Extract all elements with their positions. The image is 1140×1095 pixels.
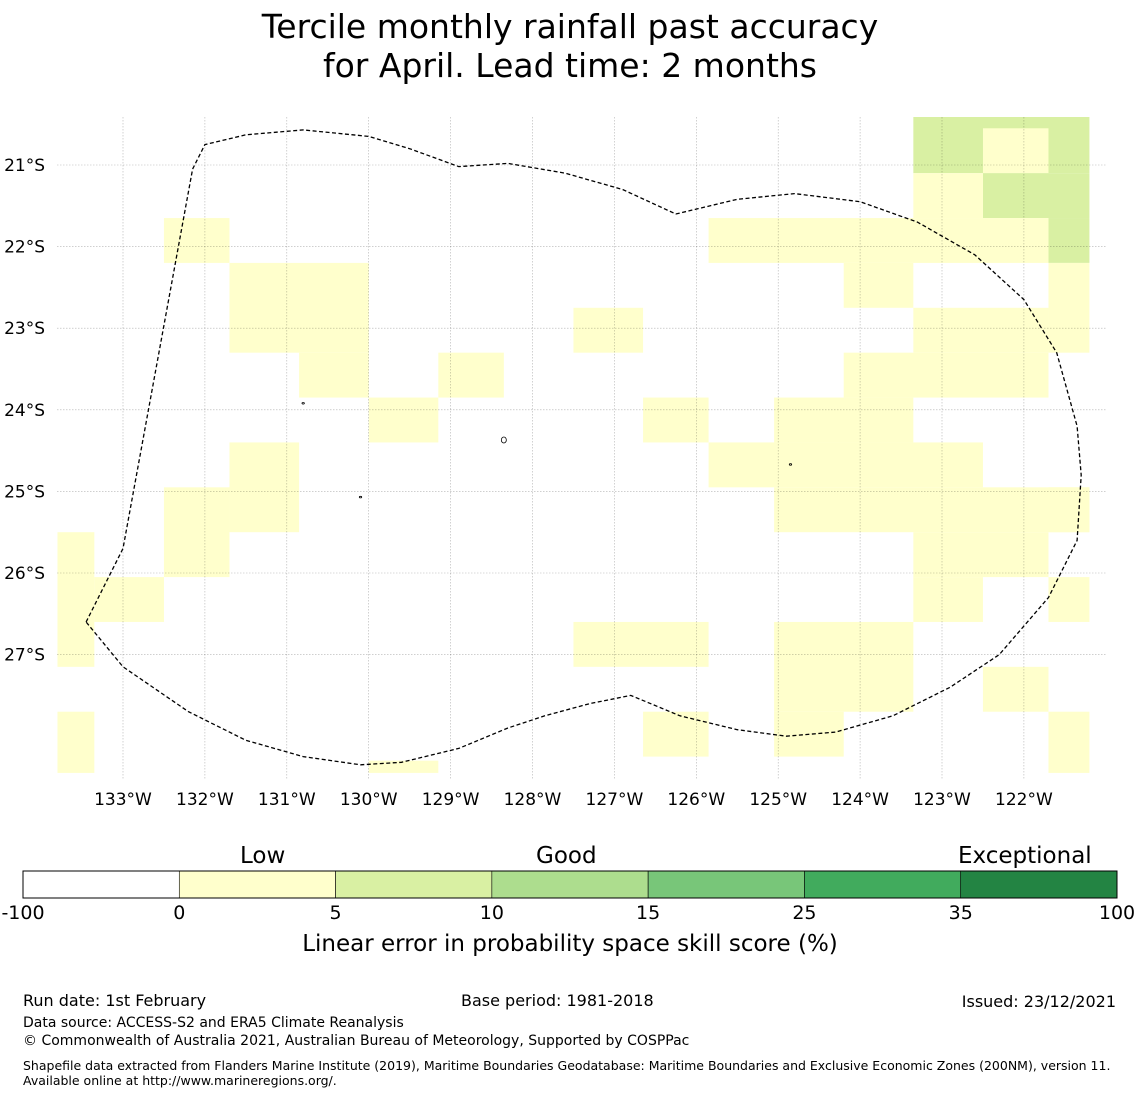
x-tick-label-10: 123°W (913, 790, 971, 810)
heatmap-cell-18 (982, 666, 1049, 712)
heatmap-cell-5 (708, 218, 1049, 263)
y-tick-label-2: 23°S (4, 319, 45, 339)
colorbar-tick-6: 35 (948, 902, 973, 924)
heatmap-cell-17 (774, 621, 914, 712)
y-tick-label-0: 21°S (4, 156, 45, 176)
colorbar-tick-0: -100 (1, 902, 45, 924)
issued-date: Issued: 23/12/2021 (961, 992, 1116, 1011)
x-tick-label-9: 124°W (831, 790, 889, 810)
x-tick-label-11: 122°W (995, 790, 1053, 810)
heatmap-cell-33 (94, 577, 164, 622)
heatmap-cell-34 (57, 711, 95, 773)
heatmap-cell-35 (368, 760, 439, 773)
heatmap-cells (57, 117, 1090, 773)
colorbar-segment-2 (335, 870, 493, 899)
heatmap-cell-7 (1048, 262, 1090, 353)
x-tick-label-0: 133°W (94, 790, 152, 810)
run-date: Run date: 1st February (23, 991, 207, 1010)
heatmap-cell-31 (163, 487, 230, 578)
heatmap-cell-6 (843, 262, 914, 308)
x-tick-label-4: 129°W (422, 790, 480, 810)
eez-boundary (85, 129, 1082, 766)
heatmap-cell-13 (774, 487, 1090, 533)
island-1 (500, 436, 507, 444)
heatmap-cell-4 (913, 173, 983, 219)
shapefile-credit: Shapefile data extracted from Flanders M… (23, 1058, 1111, 1088)
colorbar-label-exceptional: Exceptional (958, 843, 1092, 869)
colorbar-label-low: Low (240, 843, 286, 869)
x-tick-label-8: 125°W (749, 790, 807, 810)
colorbar-segment-6 (960, 870, 1118, 899)
base-period: Base period: 1981-2018 (461, 991, 654, 1010)
island-0 (301, 402, 305, 405)
heatmap-cell-20 (1048, 711, 1090, 773)
colorbar-tick-3: 10 (479, 902, 504, 924)
heatmap-cell-29 (163, 218, 230, 263)
gridlines (57, 117, 1106, 780)
heatmap-cell-26 (368, 397, 439, 443)
chart-title-line-2: for April. Lead time: 2 months (323, 46, 817, 85)
heatmap-cell-28 (299, 352, 369, 398)
heatmap-cell-16 (1048, 577, 1090, 622)
heatmap-cell-8 (913, 307, 1049, 353)
heatmap-cell-23 (573, 621, 709, 667)
y-tick-label-1: 22°S (4, 238, 45, 258)
island-2 (788, 463, 793, 466)
heatmap-cell-2 (982, 173, 1090, 219)
colorbar-tick-5: 25 (792, 902, 817, 924)
x-tick-label-6: 127°W (586, 790, 644, 810)
x-tick-label-7: 126°W (667, 790, 725, 810)
island-3 (358, 495, 363, 499)
x-tick-label-3: 130°W (340, 790, 398, 810)
x-tick-label-1: 132°W (176, 790, 234, 810)
heatmap-cell-14 (913, 532, 1049, 578)
heatmap-cell-21 (643, 397, 709, 443)
y-tick-label-5: 26°S (4, 564, 45, 584)
eez-boundary-line (85, 129, 1082, 766)
heatmap-cell-3 (1048, 218, 1090, 263)
y-tick-label-3: 24°S (4, 401, 45, 421)
heatmap-cell-25 (438, 352, 504, 398)
y-axis-ticks: 21°S 22°S 23°S 24°S 25°S 26°S 27°S (4, 156, 45, 666)
colorbar-segment-0 (22, 870, 180, 899)
colorbar-segment-1 (178, 870, 336, 899)
data-source: Data source: ACCESS-S2 and ERA5 Climate … (23, 1015, 404, 1031)
colorbar-label-good: Good (536, 843, 597, 869)
colorbar-tick-2: 5 (329, 902, 342, 924)
heatmap-cell-32 (57, 532, 95, 667)
heatmap-cell-10 (774, 397, 914, 443)
heatmap-cell-11 (708, 442, 983, 488)
heatmap-cell-1 (982, 128, 1049, 174)
heatmap-cell-27 (229, 262, 369, 353)
colorbar-frame (22, 870, 1118, 899)
colorbar-segment-3 (491, 870, 649, 899)
x-axis-ticks: 133°W 132°W 131°W 130°W 129°W 128°W 127°W 126°W… (94, 790, 1053, 810)
colorbar-tick-1: 0 (173, 902, 186, 924)
heatmap-cell-9 (843, 352, 1049, 398)
heatmap-cell-15 (913, 577, 983, 622)
chart-title-line-1: Tercile monthly rainfall past accuracy (261, 7, 879, 46)
copyright: © Commonwealth of Australia 2021, Austra… (23, 1033, 690, 1049)
heatmap-cell-30 (229, 442, 300, 533)
x-tick-label-5: 128°W (504, 790, 562, 810)
colorbar-title: Linear error in probability space skill … (302, 931, 838, 957)
colorbar (22, 870, 1118, 899)
colorbar-tick-7: 100 (1098, 902, 1136, 924)
colorbar-segment-4 (647, 870, 805, 899)
heatmap-cell-24 (643, 711, 709, 757)
x-tick-label-2: 131°W (258, 790, 316, 810)
colorbar-segment-5 (804, 870, 962, 899)
colorbar-tick-4: 15 (636, 902, 661, 924)
y-tick-label-6: 27°S (4, 646, 45, 666)
y-tick-label-4: 25°S (4, 482, 45, 502)
heatmap-cell-22 (573, 307, 644, 353)
